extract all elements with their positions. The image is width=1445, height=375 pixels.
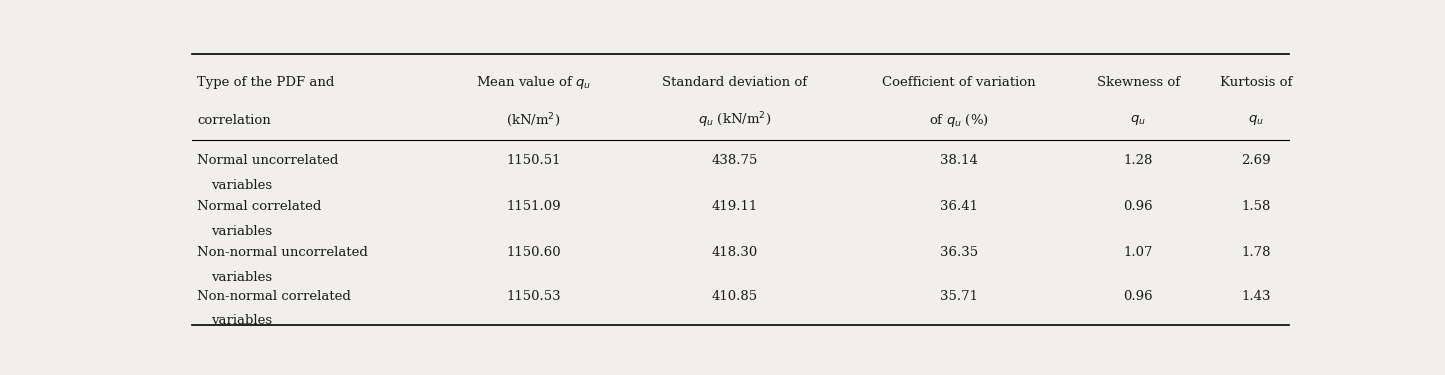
Text: 438.75: 438.75	[712, 154, 759, 167]
Text: 35.71: 35.71	[939, 290, 978, 303]
Text: 1150.53: 1150.53	[506, 290, 561, 303]
Text: 410.85: 410.85	[712, 290, 759, 303]
Text: 419.11: 419.11	[712, 200, 759, 213]
Text: 0.96: 0.96	[1123, 200, 1153, 213]
Text: $q_u$: $q_u$	[1130, 113, 1146, 127]
Text: Standard deviation of: Standard deviation of	[662, 76, 808, 89]
Text: Non-normal uncorrelated: Non-normal uncorrelated	[198, 246, 368, 259]
Text: correlation: correlation	[198, 114, 272, 127]
Text: Non-normal correlated: Non-normal correlated	[198, 290, 351, 303]
Text: $q_u$ (kN/m$^2$): $q_u$ (kN/m$^2$)	[698, 110, 772, 130]
Text: 1.43: 1.43	[1241, 290, 1270, 303]
Text: variables: variables	[211, 314, 272, 327]
Text: Kurtosis of: Kurtosis of	[1220, 76, 1292, 89]
Text: variables: variables	[211, 271, 272, 284]
Text: 1.58: 1.58	[1241, 200, 1270, 213]
Text: of $q_u$ (%): of $q_u$ (%)	[929, 112, 988, 129]
Text: variables: variables	[211, 178, 272, 192]
Text: Normal correlated: Normal correlated	[198, 200, 322, 213]
Text: 1.07: 1.07	[1123, 246, 1153, 259]
Text: Mean value of $q_u$: Mean value of $q_u$	[475, 74, 591, 91]
Text: 38.14: 38.14	[941, 154, 978, 167]
Text: 36.41: 36.41	[939, 200, 978, 213]
Text: (kN/m$^2$): (kN/m$^2$)	[506, 111, 561, 129]
Text: Skewness of: Skewness of	[1097, 76, 1179, 89]
Text: 1150.51: 1150.51	[506, 154, 561, 167]
Text: 0.96: 0.96	[1123, 290, 1153, 303]
Text: 418.30: 418.30	[712, 246, 759, 259]
Text: $q_u$: $q_u$	[1248, 113, 1263, 127]
Text: 1150.60: 1150.60	[506, 246, 561, 259]
Text: variables: variables	[211, 225, 272, 238]
Text: 1151.09: 1151.09	[506, 200, 561, 213]
Text: 1.28: 1.28	[1123, 154, 1153, 167]
Text: Type of the PDF and: Type of the PDF and	[198, 76, 335, 89]
Text: 1.78: 1.78	[1241, 246, 1270, 259]
Text: Normal uncorrelated: Normal uncorrelated	[198, 154, 338, 167]
Text: Coefficient of variation: Coefficient of variation	[881, 76, 1036, 89]
Text: 36.35: 36.35	[939, 246, 978, 259]
Text: 2.69: 2.69	[1241, 154, 1270, 167]
